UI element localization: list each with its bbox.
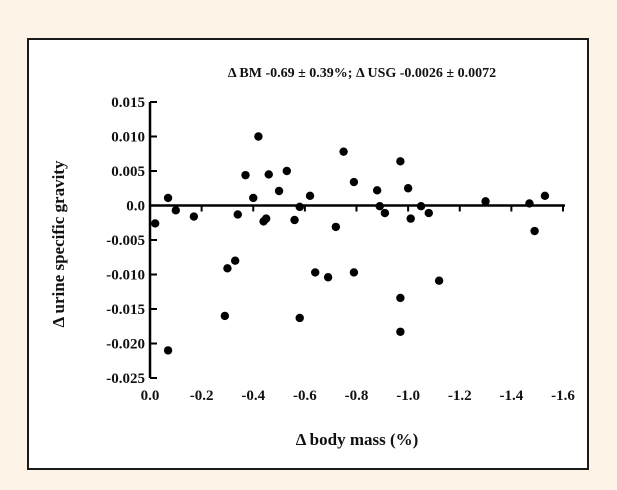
x-tick-label: -0.4 <box>241 388 265 404</box>
data-point <box>241 170 250 180</box>
chart-frame <box>27 38 589 470</box>
data-point <box>189 212 199 221</box>
data-point <box>311 268 320 277</box>
y-tick-label: -0.025 <box>106 371 145 387</box>
data-point <box>163 193 173 203</box>
data-point <box>223 264 232 273</box>
x-tick-label: -0.8 <box>345 388 369 404</box>
data-point <box>295 202 304 212</box>
data-point <box>434 276 444 285</box>
data-point <box>305 191 315 201</box>
data-point <box>349 177 359 187</box>
data-point <box>323 273 333 282</box>
data-point <box>249 193 258 203</box>
data-point <box>282 166 292 176</box>
data-point <box>331 222 341 232</box>
data-point <box>163 346 173 355</box>
data-point <box>220 311 230 321</box>
data-point <box>403 184 413 193</box>
data-point <box>406 214 415 223</box>
x-tick-label: -1.0 <box>396 388 420 404</box>
data-point <box>424 208 433 218</box>
data-point <box>274 186 284 196</box>
y-tick-label: 0.015 <box>111 95 145 111</box>
y-tick-label: 0.010 <box>111 130 145 146</box>
x-tick-label: -1.4 <box>500 388 524 404</box>
y-tick-label: -0.005 <box>106 233 145 249</box>
data-point <box>525 199 534 208</box>
y-tick-label: -0.010 <box>106 268 145 284</box>
data-point <box>150 219 160 228</box>
data-point <box>375 201 384 211</box>
axes: 0.015 0.010 0.005 0.0 -0.005 -0.010 -0.015 -0.0… <box>106 95 575 404</box>
data-point <box>233 210 242 219</box>
data-point <box>171 206 181 215</box>
data-point <box>230 256 240 265</box>
data-point <box>396 293 405 303</box>
x-tick-label: -1.6 <box>551 388 575 404</box>
data-point <box>481 197 490 206</box>
data-point <box>372 186 382 195</box>
y-axis-title: Δ urine specific gravity <box>49 160 68 327</box>
x-axis-title: Δ body mass (%) <box>296 430 419 449</box>
y-tick-label: 0.0 <box>126 199 145 215</box>
data-point <box>416 201 426 211</box>
data-point <box>339 147 348 156</box>
data-point <box>254 132 263 141</box>
y-tick-label: -0.020 <box>106 337 145 353</box>
data-point <box>290 215 299 225</box>
data-point <box>264 170 273 179</box>
data-point <box>261 214 271 223</box>
data-point <box>295 313 304 323</box>
data-point <box>380 208 390 218</box>
x-tick-label: -0.2 <box>190 388 214 404</box>
data-point <box>396 157 405 166</box>
y-tick-label: -0.015 <box>106 302 145 318</box>
x-tick-label: -0.6 <box>293 388 317 404</box>
data-points <box>150 132 550 355</box>
data-point <box>540 191 550 201</box>
data-point <box>396 327 405 336</box>
x-tick-label: -1.2 <box>448 388 472 404</box>
x-tick-label: 0.0 <box>141 388 160 404</box>
data-point <box>530 226 539 236</box>
chart-annotation: Δ BM -0.69 ± 0.39%; Δ USG -0.0026 ± 0.00… <box>228 66 496 81</box>
y-tick-label: 0.005 <box>111 164 145 180</box>
data-point <box>349 268 359 277</box>
